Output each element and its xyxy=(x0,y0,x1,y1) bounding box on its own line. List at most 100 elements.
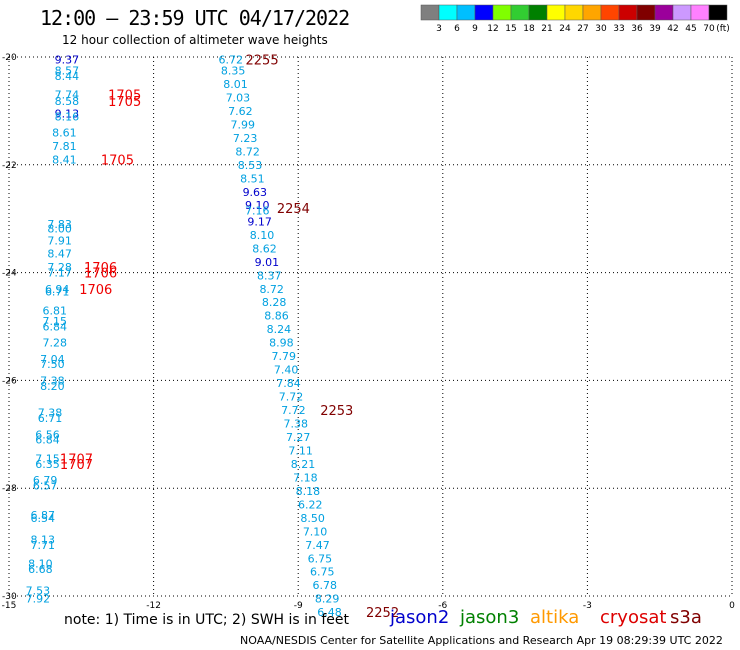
wave-height-point: 9.17 xyxy=(247,215,272,228)
wave-height-point: 9.01 xyxy=(255,256,280,269)
colorbar-swatch xyxy=(456,4,476,21)
wave-height-point: 7.84 xyxy=(276,377,301,390)
wave-height-point: 8.62 xyxy=(252,242,277,255)
wave-height-point: 8.61 xyxy=(52,126,77,139)
colorbar-label: 36 xyxy=(631,24,643,34)
pass-time-label: 2255 xyxy=(246,54,279,69)
footer-note: note: 1) Time is in UTC; 2) SWH is in fe… xyxy=(64,612,350,628)
y-tick-label: -26 xyxy=(2,376,17,386)
colorbar-swatch xyxy=(492,4,512,21)
wave-height-point: 7.71 xyxy=(30,539,55,552)
wave-height-point: 7.23 xyxy=(233,132,258,145)
wave-height-point: 8.57 xyxy=(55,64,80,77)
pass-time-label: 2254 xyxy=(277,202,310,217)
wave-height-point: 7.15 xyxy=(35,453,60,466)
colorbar-label: 39 xyxy=(649,24,661,34)
colorbar-label: 45 xyxy=(685,24,696,34)
wave-height-point: 7.79 xyxy=(271,350,296,363)
wave-height-point: 8.13 xyxy=(30,533,55,546)
wave-height-point: 8.44 xyxy=(55,70,80,83)
wave-height-point: 8.35 xyxy=(221,64,246,77)
pass-time-label: 1706 xyxy=(84,267,117,282)
wave-height-point: 6.84 xyxy=(35,434,60,447)
colorbar-label: 18 xyxy=(523,24,535,34)
wave-height-point: 8.72 xyxy=(235,145,260,158)
wave-height-point: 6.22 xyxy=(298,498,323,511)
pass-time-label: 2253 xyxy=(320,404,353,419)
satellite-legend-s3a: s3a xyxy=(670,607,702,628)
wave-height-point: 6.56 xyxy=(35,428,60,441)
satellite-legend-cryosat: cryosat xyxy=(600,607,667,628)
wave-height-point: 6.71 xyxy=(38,412,63,425)
x-tick-label: -12 xyxy=(146,601,161,611)
wave-height-point: 8.29 xyxy=(315,593,340,606)
wave-height-point: 7.62 xyxy=(228,105,253,118)
wave-height-point: 7.47 xyxy=(305,539,330,552)
wave-height-point: 6.84 xyxy=(43,321,68,334)
colorbar-swatch xyxy=(564,4,584,21)
wave-height-point: 9.10 xyxy=(245,199,270,212)
wave-height-point: 6.71 xyxy=(45,285,70,298)
wave-height-point: 7.17 xyxy=(47,267,72,280)
wave-height-point: 8.24 xyxy=(267,323,292,336)
pass-time-label: 1705 xyxy=(108,95,141,110)
pass-time-label: 1706 xyxy=(79,283,112,298)
colorbar-label: 6 xyxy=(454,24,460,34)
wave-height-point: 7.28 xyxy=(43,337,68,350)
wave-height-point: 8.28 xyxy=(262,296,287,309)
wave-height-point: 8.10 xyxy=(28,558,53,571)
wave-height-point: 8.72 xyxy=(259,283,284,296)
wave-height-point: 6.75 xyxy=(310,566,335,579)
pass-time-label: 1705 xyxy=(108,89,141,104)
wave-height-point: 7.81 xyxy=(52,140,77,153)
colorbar-legend: 3 6 9 12 15 18 21 24 27 30 33 36 39 42 45 70 (ft) xyxy=(420,4,730,34)
colorbar-swatch xyxy=(636,4,656,21)
wave-height-point: 7.11 xyxy=(288,444,313,457)
wave-height-point: 8.37 xyxy=(257,269,282,282)
colorbar-unit: (ft) xyxy=(716,24,730,34)
wave-height-point: 7.03 xyxy=(226,91,251,104)
colorbar-swatch xyxy=(618,4,638,21)
wave-height-point: 7.15 xyxy=(43,315,68,328)
wave-height-point: 6.94 xyxy=(45,283,70,296)
colorbar-swatch xyxy=(600,4,620,21)
satellite-legend-jason3: jason3 xyxy=(460,607,520,628)
wave-height-point: 6.72 xyxy=(218,54,243,67)
wave-height-point: 7.38 xyxy=(40,374,65,387)
colorbar-swatch xyxy=(438,4,458,21)
wave-height-point: 9.13 xyxy=(55,108,80,121)
chart-title: 12:00 – 23:59 UTC 04/17/2022 xyxy=(40,6,350,30)
wave-height-point: 7.74 xyxy=(55,89,80,102)
wave-height-point: 6.35 xyxy=(35,458,60,471)
wave-height-point: 9.63 xyxy=(243,186,268,199)
colorbar-swatch xyxy=(654,4,674,21)
wave-height-point: 6.81 xyxy=(43,304,68,317)
wave-height-point: 8.10 xyxy=(250,229,275,242)
wave-height-point: 7.38 xyxy=(38,407,63,420)
colorbar-swatch xyxy=(546,4,566,21)
wave-height-point: 6.78 xyxy=(312,579,337,592)
wave-height-point: 8.00 xyxy=(47,222,72,235)
satellite-legend-altika: altika xyxy=(530,607,580,628)
colorbar-swatch xyxy=(708,4,728,21)
wave-height-point: 6.54 xyxy=(30,512,55,525)
wave-height-point: 8.86 xyxy=(264,310,289,323)
colorbar-label: 33 xyxy=(613,24,624,34)
credit-line: NOAA/NESDIS Center for Satellite Applica… xyxy=(240,634,723,647)
colorbar-swatch xyxy=(672,4,692,21)
wave-height-point: 7.92 xyxy=(26,593,51,606)
plot-area: -15 -12 -9 -6 -3 0-20-22-24-26-28-309.378.578… xyxy=(2,53,735,621)
wave-height-point: 6.79 xyxy=(33,474,58,487)
colorbar-swatch xyxy=(582,4,602,21)
wave-height-point: 7.72 xyxy=(279,391,304,404)
wave-height-point: 8.16 xyxy=(55,110,80,123)
colorbar-label: 24 xyxy=(559,24,571,34)
wave-height-point: 7.53 xyxy=(26,585,51,598)
pass-time-label: 1706 xyxy=(84,261,117,276)
colorbar-label: 9 xyxy=(472,24,478,34)
y-tick-label: -22 xyxy=(2,161,17,171)
wave-height-point: 6.87 xyxy=(30,509,55,522)
x-tick-label: 0 xyxy=(729,601,735,611)
wave-height-point: 8.21 xyxy=(291,458,316,471)
